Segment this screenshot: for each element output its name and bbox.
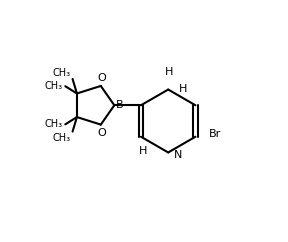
Text: N: N [174, 150, 183, 160]
Text: O: O [97, 73, 106, 83]
Text: H: H [139, 146, 147, 156]
Text: CH₃: CH₃ [45, 119, 63, 129]
Text: CH₃: CH₃ [52, 68, 70, 78]
Text: Br: Br [209, 129, 221, 139]
Text: O: O [97, 128, 106, 137]
Text: CH₃: CH₃ [52, 133, 70, 143]
Text: CH₃: CH₃ [45, 81, 63, 91]
Text: B: B [115, 100, 123, 110]
Text: H: H [165, 68, 174, 77]
Text: H: H [179, 84, 187, 94]
